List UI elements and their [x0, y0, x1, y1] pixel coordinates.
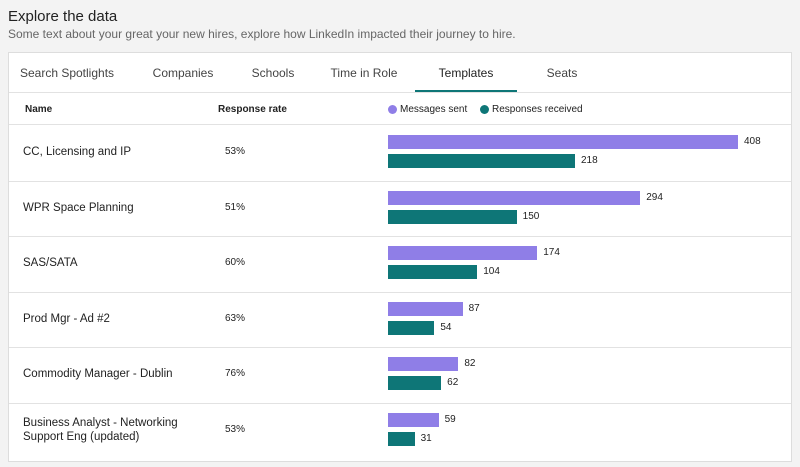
value-label: 218 [581, 155, 598, 166]
bar [388, 135, 738, 149]
value-label: 150 [522, 210, 540, 222]
value-label: 104 [483, 266, 500, 277]
tab[interactable]: Schools [251, 66, 295, 80]
column-header: Name [25, 104, 53, 115]
value-label: 82 [464, 358, 476, 369]
bar [388, 357, 459, 371]
tab[interactable]: Seats [546, 66, 578, 80]
legend-swatch [480, 105, 489, 114]
row-name: SAS/SATA [23, 257, 78, 269]
response-rate: 60% [225, 257, 246, 268]
value-label: 54 [440, 321, 452, 333]
page-title: Explore the data [8, 8, 118, 25]
bar [388, 265, 478, 279]
bar [388, 246, 538, 260]
value-label: 87 [468, 302, 480, 314]
bar [388, 320, 435, 335]
row-divider [9, 291, 791, 293]
tab[interactable]: Templates [438, 66, 494, 80]
bar [388, 190, 641, 205]
value-label: 31 [420, 432, 432, 444]
row-divider [9, 180, 791, 182]
bar [388, 431, 415, 446]
bar [388, 376, 442, 390]
column-header: Response rate [218, 104, 287, 115]
page-subtitle: Some text about your great your new hire… [8, 27, 516, 41]
value-label: 408 [744, 136, 761, 147]
bar [388, 209, 517, 224]
value-label: 174 [543, 247, 560, 258]
row-divider [9, 402, 791, 404]
row-name: Business Analyst - Networking Support En… [23, 416, 178, 443]
tab[interactable]: Search Spotlights [19, 66, 115, 80]
response-rate: 76% [225, 368, 246, 379]
tab[interactable]: Companies [152, 66, 214, 80]
bar [388, 154, 575, 168]
response-rate: 63% [225, 312, 246, 324]
bar [388, 412, 439, 427]
divider [9, 92, 791, 93]
row-name: WPR Space Planning [23, 201, 134, 214]
tab[interactable]: Time in Role [330, 66, 398, 80]
tab-underline [415, 90, 517, 93]
value-label: 59 [444, 413, 456, 425]
row-name: CC, Licensing and IP [23, 146, 132, 158]
value-label: 294 [646, 191, 663, 203]
row-divider [9, 236, 791, 237]
row-divider [9, 347, 791, 348]
response-rate: 53% [225, 423, 246, 435]
legend-label: Responses received [492, 104, 583, 115]
response-rate: 53% [225, 146, 246, 157]
value-label: 62 [447, 377, 459, 388]
legend-label: Messages sent [400, 104, 468, 115]
divider [9, 124, 791, 125]
response-rate: 51% [225, 201, 246, 213]
row-name: Commodity Manager - Dublin [23, 368, 173, 380]
legend-swatch [388, 105, 397, 114]
bar [388, 301, 463, 316]
row-name: Prod Mgr - Ad #2 [23, 312, 110, 325]
